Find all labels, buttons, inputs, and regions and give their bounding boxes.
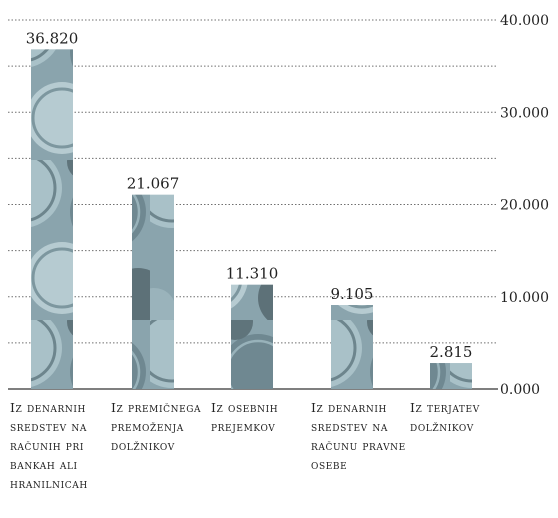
x-category-label: Iz terjatev dolžnikov: [410, 400, 480, 434]
y-tick-label: 10.000: [500, 290, 549, 306]
bars: [31, 49, 472, 389]
y-tick-label: 0.000: [500, 382, 540, 398]
bar-value-label: 21.067: [127, 175, 180, 193]
x-category-label: Iz denarnih sredstev na računih pri bank…: [10, 400, 88, 491]
bar-value-label: 36.820: [26, 29, 79, 47]
bar-value-label: 11.310: [226, 265, 279, 283]
y-tick-label: 40.000: [500, 13, 549, 29]
bar-value-label: 2.815: [430, 343, 473, 361]
bar-value-label: 9.105: [331, 285, 374, 303]
y-tick-label: 20.000: [500, 198, 549, 214]
bar: [132, 194, 174, 389]
bar: [31, 49, 73, 389]
x-category-label: Iz premičnega premoženja dolžnikov: [111, 400, 202, 453]
x-category-label: Iz osebnih prejemkov: [211, 400, 279, 434]
bar: [331, 305, 373, 389]
bar: [231, 284, 273, 389]
value-labels: 36.820 21.067 11.310 9.105 2.815: [26, 29, 473, 361]
x-category-label: Iz denarnih sredstev na računu pravne os…: [311, 400, 406, 472]
y-tick-label: 30.000: [500, 105, 549, 121]
bar: [430, 363, 472, 389]
y-axis-tick-labels: 0.000 10.000 20.000 30.000 40.000: [500, 13, 549, 398]
